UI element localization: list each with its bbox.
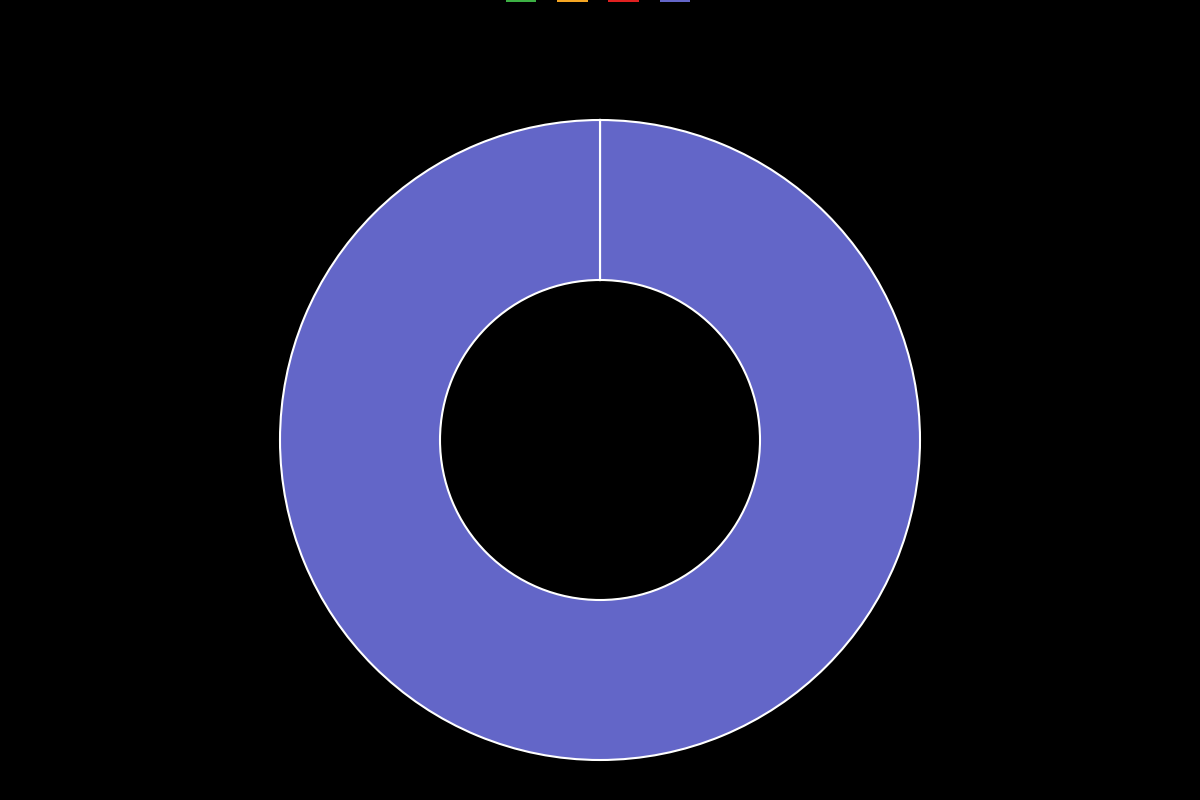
Wedge shape [280, 120, 920, 760]
Legend: , , , : , , , [500, 0, 700, 9]
